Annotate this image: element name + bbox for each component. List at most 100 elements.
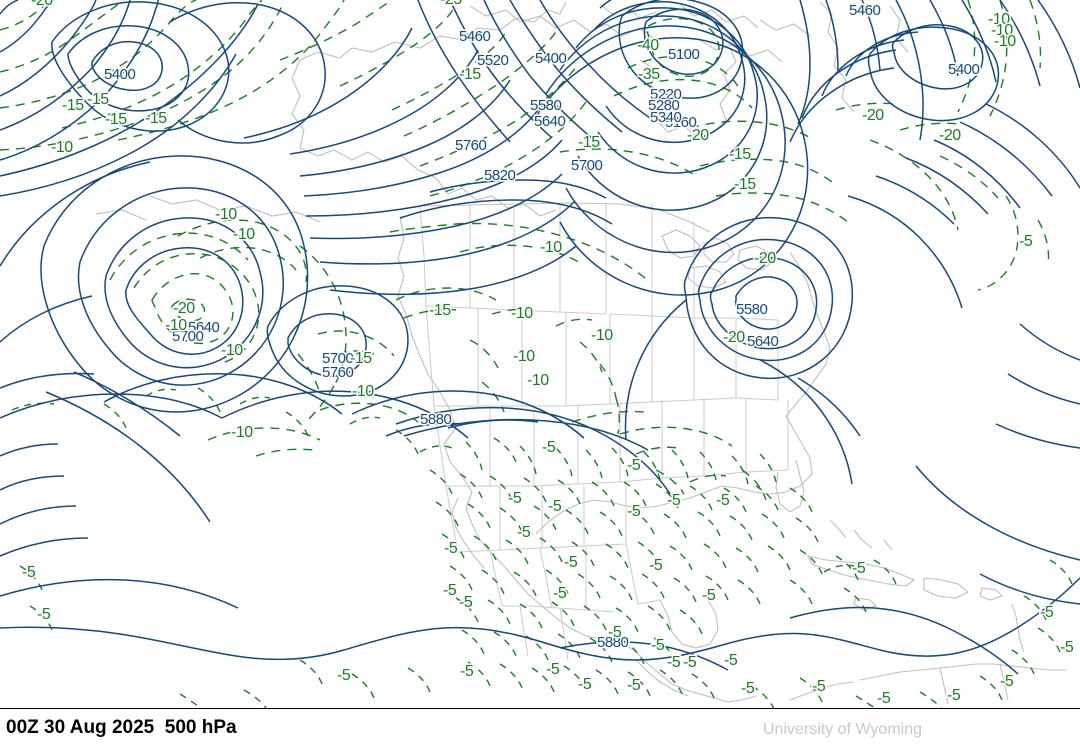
temperature-contour-label: -15	[350, 350, 372, 367]
temperature-contour-labels: -20-25-40-35-15-15-15-15-10-15-15-20-15-…	[20, 0, 1076, 709]
temperature-contour-label: -5	[627, 457, 641, 474]
temperature-contour-label: -5	[460, 663, 474, 680]
height-contour-label: 5580	[736, 301, 768, 318]
temperature-contour-label: -15	[87, 91, 109, 108]
height-contour-label: 5100	[668, 46, 700, 63]
height-contour-label: 5700	[571, 157, 603, 174]
temperature-contour-label: -5	[716, 492, 730, 509]
temperature-contour-label: -10	[527, 372, 549, 389]
temperature-contour-label: -5	[22, 564, 36, 581]
height-contour-label: 5700	[322, 350, 354, 367]
height-contour-layer	[0, 0, 1080, 675]
temperature-contour-label: -20	[862, 107, 884, 124]
temperature-contour-label: -15	[145, 110, 167, 127]
temperature-contour-label: -15	[429, 302, 451, 319]
height-contour-label: 5880	[597, 634, 629, 651]
height-contour-label: 5880	[420, 411, 452, 428]
temperature-contour-label: -40	[637, 37, 659, 54]
temperature-contour-label: -5	[548, 498, 562, 515]
height-contour-label: 5520	[477, 52, 509, 69]
temperature-contour-label: -10	[988, 11, 1010, 28]
temperature-contour-label: -10	[994, 33, 1016, 50]
temperature-contour-label: -5	[627, 677, 641, 694]
temperature-contour-label: -15	[729, 146, 751, 163]
temperature-contour-label: -10	[513, 348, 535, 365]
temperature-contour-label: -5	[1040, 604, 1054, 621]
temperature-contour-label: -5	[508, 490, 522, 507]
height-contour-label: 5340	[650, 109, 682, 126]
temperature-contour-label: -15	[578, 134, 600, 151]
temperature-contour-label: -5	[459, 594, 473, 611]
height-contour-label: 5640	[747, 333, 779, 350]
temperature-contour-label: -10	[165, 317, 187, 334]
height-contour-label: 5640	[534, 113, 566, 130]
temperature-contour-label: -5	[877, 690, 891, 707]
temperature-contour-label: -10	[215, 206, 237, 223]
temperature-contour-label: -10	[991, 22, 1013, 39]
temperature-contour-label: -5	[812, 678, 826, 695]
temperature-contour-label: -20	[31, 0, 53, 9]
temperature-contour-label: -15	[734, 176, 756, 193]
temperature-contour-label: -5	[578, 676, 592, 693]
temperature-contour-label: -20	[173, 300, 195, 317]
height-contour-label: 5640	[188, 319, 220, 336]
temperature-contour-label: -5	[683, 654, 697, 671]
temperature-contour-label: -10	[591, 327, 613, 344]
map-panel[interactable]: 5400 5460 5520 5400 5100 5160 5220 5280 5340 5580…	[0, 0, 1080, 709]
temperature-contour-label: -5	[627, 503, 641, 520]
temperature-contour-label: -5	[337, 667, 351, 684]
temperature-contour-label: -5	[741, 680, 755, 697]
temperature-contour-label: -35	[638, 66, 660, 83]
temperature-contour-label: -5	[724, 652, 738, 669]
temperature-contour-label: -5	[37, 606, 51, 623]
height-contour-label: 5400	[948, 61, 980, 78]
temperature-contour-label: -10	[540, 239, 562, 256]
temperature-contour-label: -5	[702, 587, 716, 604]
temperature-contour-label: -5	[1060, 639, 1074, 656]
temperature-contour-label: -5	[1000, 673, 1014, 690]
temperature-contour-label: -5	[608, 624, 622, 641]
height-contour-label: 5760	[455, 137, 487, 154]
temperature-contour-layer	[0, 0, 1073, 709]
temperature-contour-label: -5	[667, 654, 681, 671]
temperature-contour-label: -5	[649, 557, 663, 574]
temperature-contour-label: -5	[443, 582, 457, 599]
temperature-contour-label: -5	[1019, 233, 1033, 250]
temperature-contour-label: -5	[546, 661, 560, 678]
temperature-contour-label: -5	[564, 554, 578, 571]
temperature-contour-label: -10	[511, 305, 533, 322]
temperature-contour-label: -20	[754, 250, 776, 267]
height-contour-label: 5460	[459, 28, 491, 45]
temperature-contour-label: -10	[221, 342, 243, 359]
temperature-contour-label: -5	[667, 492, 681, 509]
temperature-contour-label: -15	[62, 97, 84, 114]
height-contour-label: 5580	[530, 97, 562, 114]
height-contour-label: 5280	[648, 97, 680, 114]
map-title: 00Z 30 Aug 2025 500 hPa	[6, 717, 237, 738]
temperature-contour-label: -20	[687, 127, 709, 144]
height-contour-label: 5400	[104, 66, 136, 83]
footer-bar: 00Z 30 Aug 2025 500 hPa University of Wy…	[0, 709, 1080, 750]
temperature-contour-label: -10	[51, 139, 73, 156]
height-contour-label: 5760	[322, 364, 354, 381]
height-contour-label: 5220	[650, 86, 682, 103]
temperature-contour-label: -5	[553, 585, 567, 602]
temperature-contour-label: -5	[542, 439, 556, 456]
temperature-contour-label: -10	[233, 226, 255, 243]
temperature-contour-label: -10	[352, 383, 374, 400]
temperature-contour-label: -20	[939, 127, 961, 144]
temperature-contour-label: -5	[517, 524, 531, 541]
height-contour-label: 5460	[849, 2, 881, 19]
height-contour-label: 5400	[535, 50, 567, 67]
source-credit-watermark: University of Wyoming	[763, 721, 923, 738]
temperature-contour-label: -20	[723, 329, 745, 346]
temperature-contour-label: -5	[444, 540, 458, 557]
temperature-contour-label: -5	[651, 637, 665, 654]
height-contour-label: 5700	[172, 328, 204, 345]
temperature-contour-label: -5	[947, 687, 961, 704]
temperature-contour-label: -15	[459, 66, 481, 83]
temperature-contour-label: -5	[852, 560, 866, 577]
